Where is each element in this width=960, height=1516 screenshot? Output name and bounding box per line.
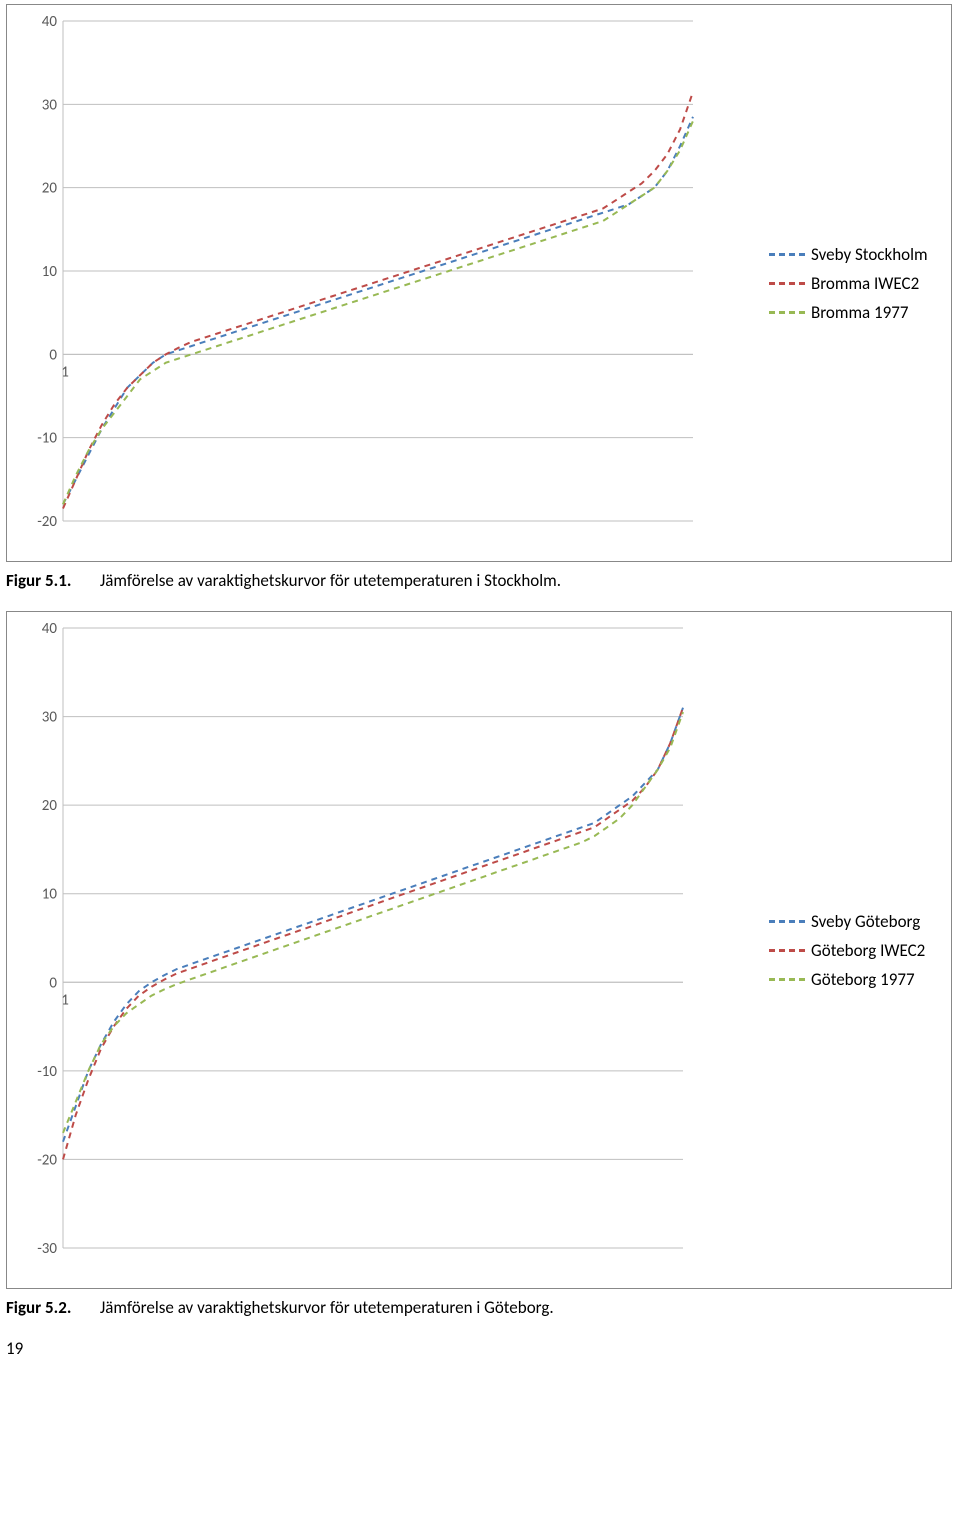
chart-2-legend: Sveby Göteborg Göteborg IWEC2 Göteborg 197… bbox=[765, 612, 951, 1288]
svg-text:-10: -10 bbox=[37, 430, 57, 448]
svg-text:20: 20 bbox=[42, 180, 58, 198]
chart-2-caption-ref: Figur 5.2. bbox=[6, 1297, 96, 1318]
chart-2-caption: Figur 5.2. Jämförelse av varaktighetskur… bbox=[6, 1297, 954, 1318]
chart-2-container: -30 -20 -10 0 10 20 30 40 1 Sveby Göteborg Götebo… bbox=[6, 611, 952, 1289]
legend-swatch bbox=[769, 311, 805, 314]
legend-swatch bbox=[769, 253, 805, 256]
chart-1-svg: -20 -10 0 10 20 30 40 1 bbox=[15, 15, 703, 551]
legend-item: Göteborg IWEC2 bbox=[769, 940, 951, 961]
chart-2-svg: -30 -20 -10 0 10 20 30 40 1 bbox=[15, 622, 693, 1278]
legend-item: Sveby Stockholm bbox=[769, 244, 951, 265]
legend-label: Göteborg IWEC2 bbox=[811, 940, 925, 961]
chart-1-caption-text: Jämförelse av varaktighetskurvor för ute… bbox=[100, 570, 561, 591]
legend-label: Bromma 1977 bbox=[811, 302, 908, 323]
legend-item: Göteborg 1977 bbox=[769, 969, 951, 990]
svg-text:1: 1 bbox=[61, 363, 69, 381]
svg-text:0: 0 bbox=[49, 974, 57, 992]
svg-text:-20: -20 bbox=[37, 1151, 57, 1169]
chart-1-legend: Sveby Stockholm Bromma IWEC2 Bromma 1977 bbox=[765, 5, 951, 561]
svg-text:30: 30 bbox=[42, 96, 58, 114]
chart-1-caption-ref: Figur 5.1. bbox=[6, 570, 96, 591]
svg-text:0: 0 bbox=[49, 346, 57, 364]
legend-item: Bromma 1977 bbox=[769, 302, 951, 323]
legend-swatch bbox=[769, 282, 805, 285]
page-number: 19 bbox=[6, 1338, 954, 1359]
svg-text:1: 1 bbox=[61, 991, 69, 1009]
svg-text:10: 10 bbox=[42, 263, 58, 281]
chart-2-caption-text: Jämförelse av varaktighetskurvor för ute… bbox=[100, 1297, 554, 1318]
legend-swatch bbox=[769, 920, 805, 923]
svg-text:40: 40 bbox=[42, 622, 58, 638]
svg-text:30: 30 bbox=[42, 709, 58, 727]
legend-swatch bbox=[769, 949, 805, 952]
legend-label: Bromma IWEC2 bbox=[811, 273, 919, 294]
legend-item: Bromma IWEC2 bbox=[769, 273, 951, 294]
svg-text:10: 10 bbox=[42, 886, 58, 904]
legend-label: Sveby Stockholm bbox=[811, 244, 928, 265]
svg-text:-30: -30 bbox=[37, 1240, 57, 1258]
legend-item: Sveby Göteborg bbox=[769, 911, 951, 932]
svg-text:40: 40 bbox=[42, 15, 58, 31]
chart-1-caption: Figur 5.1. Jämförelse av varaktighetskur… bbox=[6, 570, 954, 591]
legend-label: Göteborg 1977 bbox=[811, 969, 915, 990]
legend-swatch bbox=[769, 978, 805, 981]
legend-label: Sveby Göteborg bbox=[811, 911, 920, 932]
svg-text:-20: -20 bbox=[37, 513, 57, 531]
svg-text:20: 20 bbox=[42, 797, 58, 815]
chart-1-container: -20 -10 0 10 20 30 40 1 Sveby Stockholm Bromma I… bbox=[6, 4, 952, 562]
svg-text:-10: -10 bbox=[37, 1063, 57, 1081]
